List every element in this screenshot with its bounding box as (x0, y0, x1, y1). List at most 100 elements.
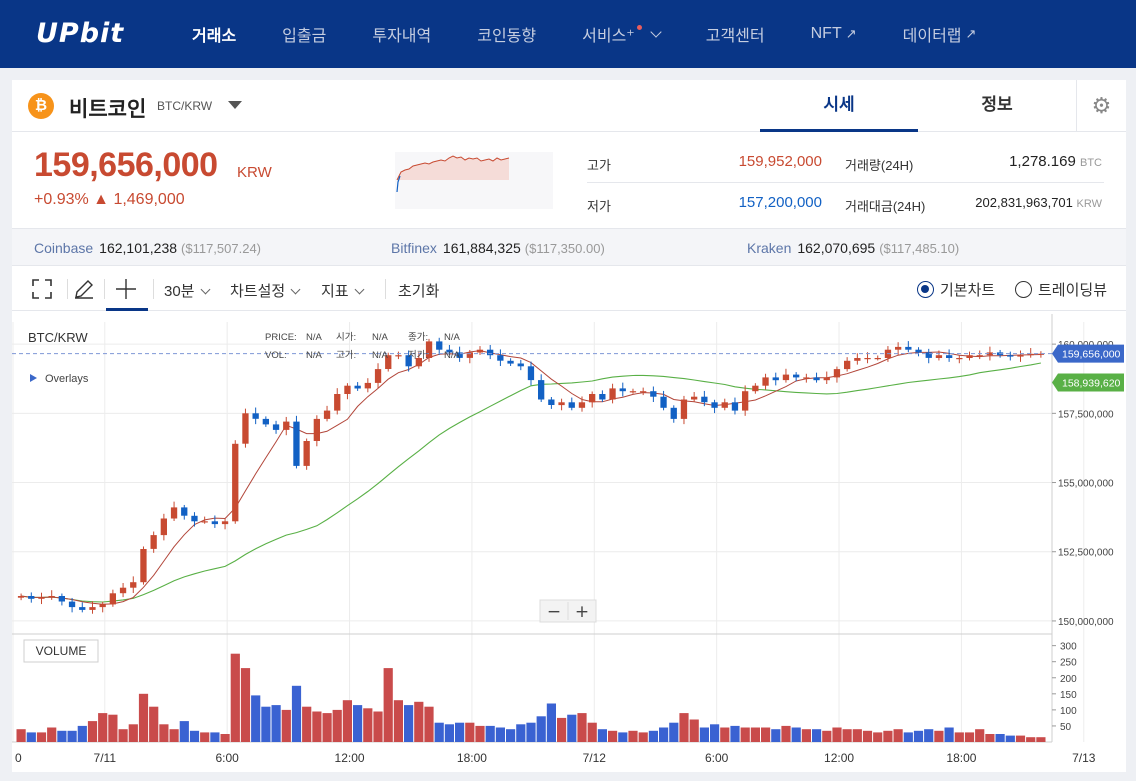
volume-bar (1005, 735, 1015, 742)
price-chart[interactable]: 160,000,000157,500,000155,000,000152,500… (12, 314, 1126, 772)
candle (833, 369, 841, 378)
candle (201, 521, 208, 523)
bitcoin-icon: ₿ (28, 93, 54, 119)
ohlc-info: N/A (444, 332, 461, 343)
volume-bar (832, 727, 842, 742)
upbit-logo[interactable]: UPbit (36, 18, 125, 49)
volume-bar (251, 695, 261, 742)
volume-bar (526, 722, 536, 742)
ohlc-info: 고가: (336, 350, 356, 361)
volume-bar (57, 730, 67, 742)
candle (109, 593, 116, 605)
candle (660, 396, 667, 408)
candle (956, 358, 963, 360)
candle (17, 596, 25, 598)
new-dot-icon (636, 24, 642, 30)
price-tick-label: 152,500,000 (1058, 548, 1114, 559)
candle (946, 355, 953, 358)
nav-item-support[interactable]: 고객센터 (705, 28, 765, 45)
ohlc-info: 저가: (408, 350, 428, 361)
tab-info[interactable]: 정보 (981, 95, 1013, 114)
nav-item-nft[interactable]: NFT ↗ (810, 25, 857, 42)
moving-average-tag (1052, 373, 1124, 392)
chevron-down-icon (354, 284, 365, 295)
candle (1027, 353, 1034, 356)
volume-bar (730, 725, 740, 742)
x-tick-label: 7/13 (1072, 751, 1096, 765)
candle (772, 377, 779, 381)
chart-settings-dropdown[interactable]: 차트설정 (230, 280, 301, 301)
divider (587, 182, 1104, 183)
exchange-bitfinex: Bitfinex 161,884,325 ($117,350.00) (391, 240, 605, 256)
x-tick-label: 12:00 (824, 751, 854, 765)
candle (527, 366, 535, 381)
volume-bar (873, 732, 883, 742)
market-panel: ₿ 비트코인 BTC/KRW 시세 정보 ⚙ 159,656,000 KRW +… (12, 80, 1126, 772)
nav-item-coin-trends[interactable]: 코인동향 (477, 28, 537, 45)
candle (803, 377, 810, 379)
volume-bar (567, 714, 577, 742)
candle (874, 358, 881, 360)
caret-down-icon[interactable] (228, 101, 242, 109)
volume-bar (455, 722, 465, 742)
candle (507, 360, 514, 364)
candle (140, 549, 147, 583)
candle (568, 402, 575, 408)
chart-background (12, 314, 1126, 772)
volume-bar (761, 727, 771, 742)
volume-bar (557, 717, 567, 742)
tab-market[interactable]: 시세 (760, 80, 918, 132)
candle (742, 391, 749, 411)
volume-bar (485, 725, 495, 742)
trade-value: 202,831,963,701 KRW (975, 195, 1102, 210)
candle (966, 355, 973, 358)
active-tool-indicator (106, 308, 148, 311)
ohlc-info: 시가: (336, 332, 356, 343)
volume-bar (903, 732, 913, 742)
candle (986, 352, 993, 356)
x-tick-label: 7/12 (583, 751, 607, 765)
volume-bar (169, 729, 179, 742)
volume-bar (118, 729, 128, 742)
coin-header: ₿ 비트코인 BTC/KRW 시세 정보 ⚙ (12, 80, 1126, 132)
chevron-down-icon (290, 284, 301, 295)
candle (476, 349, 484, 353)
volume-bar (648, 730, 658, 742)
candle (487, 349, 494, 356)
reset-button[interactable]: 초기화 (398, 283, 440, 300)
volume-bar (934, 730, 944, 742)
ohlc-info: PRICE: (265, 332, 297, 343)
volume-bar (291, 685, 302, 742)
nav-item-services[interactable]: 서비스⁺ (582, 22, 662, 46)
candle (935, 355, 943, 358)
volume-bar (373, 711, 383, 742)
volume-bar (434, 722, 444, 742)
volume-bar (342, 700, 352, 742)
coin-name: 비트코인 (69, 98, 147, 121)
indicators-dropdown[interactable]: 지표 (321, 280, 365, 301)
x-tick-label: 0 (15, 751, 22, 765)
nav-item-investments[interactable]: 투자내역 (372, 28, 432, 45)
basic-chart-radio[interactable]: 기본차트 (917, 279, 995, 300)
volume-bar (506, 729, 516, 742)
nav-item-exchange[interactable]: 거래소 (192, 28, 237, 45)
volume-bar (883, 730, 893, 742)
nav-item-datalab[interactable]: 데이터랩 ↗ (902, 26, 977, 45)
crosshair-icon[interactable] (114, 277, 138, 301)
candle (793, 374, 800, 378)
candle (221, 521, 229, 525)
volume-tick-label: 150 (1060, 690, 1077, 701)
nav-menu: 거래소 입출금 투자내역 코인동향 서비스⁺ 고객센터 NFT ↗ 데이터랩 ↗ (192, 0, 1022, 68)
nav-item-deposit[interactable]: 입출금 (282, 28, 327, 45)
gear-icon[interactable]: ⚙ (1076, 80, 1126, 132)
fullscreen-icon[interactable] (30, 277, 54, 301)
interval-dropdown[interactable]: 30분 (164, 280, 210, 301)
candle (150, 535, 157, 549)
volume-bar (975, 729, 985, 742)
pencil-icon[interactable] (72, 277, 96, 301)
external-link-icon: ↗ (965, 26, 977, 41)
volume-bar (597, 729, 607, 742)
ohlc-info: N/A (306, 350, 323, 361)
tradingview-radio[interactable]: 트레이딩뷰 (1015, 279, 1107, 300)
candle (232, 443, 239, 522)
